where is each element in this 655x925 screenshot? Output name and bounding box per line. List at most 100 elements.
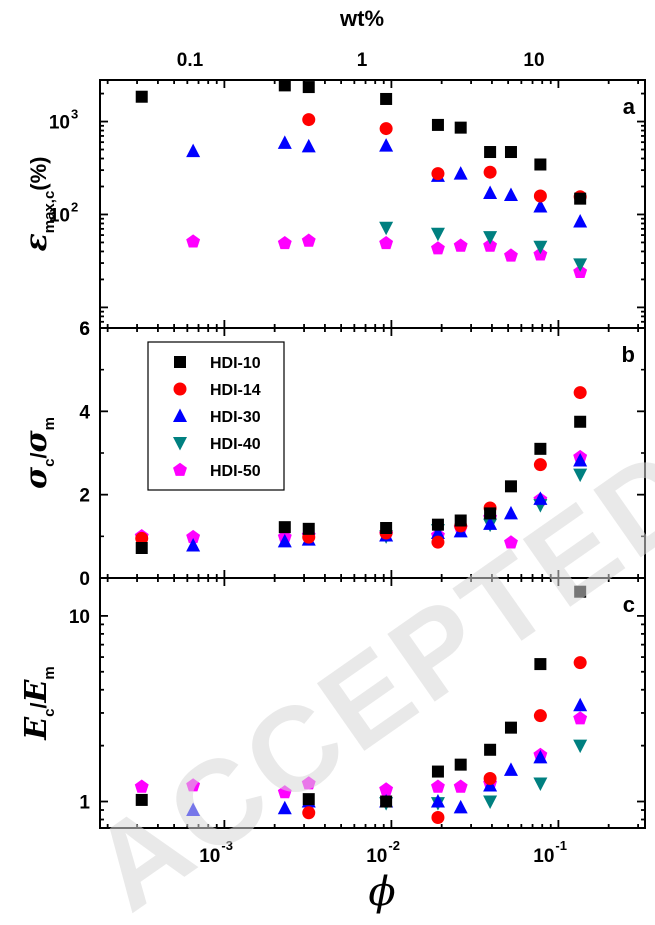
data-point <box>301 138 316 153</box>
legend-marker <box>173 462 187 476</box>
data-point <box>278 79 291 92</box>
legend-entry-hdi-40: HDI-40 <box>173 436 261 453</box>
data-point <box>380 795 393 808</box>
y-tick-label: 4 <box>79 402 90 423</box>
data-point <box>454 758 467 771</box>
y-label-subscript: c <box>41 709 58 717</box>
data-point <box>573 739 588 754</box>
series-hdi-14 <box>302 113 587 204</box>
data-point <box>277 135 292 149</box>
legend-entry-hdi-14: HDI-14 <box>173 382 261 399</box>
data-point <box>453 238 468 252</box>
y-tick-label: 10 <box>49 205 70 226</box>
data-point <box>302 793 315 806</box>
data-point <box>431 241 445 255</box>
data-point <box>302 522 315 535</box>
data-point <box>453 166 468 180</box>
data-point <box>573 453 588 467</box>
y-label-separator: / <box>26 702 51 708</box>
series-hdi-10 <box>135 415 587 554</box>
plot-frame <box>99 577 646 829</box>
x-axis-label: ϕ <box>368 869 395 915</box>
plot-frame <box>99 79 646 329</box>
data-point <box>484 507 497 520</box>
legend-entry-hdi-10: HDI-10 <box>174 355 261 372</box>
x-tick-label-exponent: -3 <box>221 838 233 853</box>
data-point <box>483 185 498 200</box>
y-label-separator: / <box>26 452 51 458</box>
data-point <box>380 522 393 534</box>
data-point <box>431 535 445 549</box>
data-point <box>483 516 498 530</box>
data-point <box>574 585 587 598</box>
x-tick-label: 10 <box>199 846 220 867</box>
y-tick-label: 1 <box>79 793 90 814</box>
data-point <box>533 709 547 723</box>
series-hdi-14 <box>302 656 587 825</box>
y-tick-label-exponent: 2 <box>71 199 78 214</box>
top-tick-label: 10 <box>523 50 544 71</box>
data-point <box>454 121 467 134</box>
data-point <box>379 138 394 152</box>
data-point <box>534 658 547 671</box>
data-point <box>533 749 548 764</box>
y-axis-label: εmax,c(%) <box>19 156 58 251</box>
panel-label: c <box>623 592 635 617</box>
legend-label: HDI-14 <box>210 382 261 399</box>
legend-label: HDI-30 <box>210 409 261 426</box>
data-point <box>503 762 518 776</box>
data-point <box>431 779 445 793</box>
data-point <box>574 192 587 205</box>
y-label-subscript: c <box>41 459 58 467</box>
series-hdi-30 <box>186 453 588 552</box>
top-axis-label: wt% <box>339 6 384 31</box>
y-label-symbol: ε <box>19 233 54 251</box>
data-point <box>573 214 588 228</box>
series-hdi-10 <box>135 79 587 205</box>
data-point <box>533 491 548 505</box>
legend-marker <box>174 356 186 368</box>
x-tick-label-exponent: -2 <box>388 838 400 853</box>
data-point <box>453 799 468 814</box>
data-point <box>277 235 292 250</box>
data-point <box>186 143 201 158</box>
data-point <box>379 235 394 250</box>
data-point <box>484 146 497 159</box>
top-tick-label: 1 <box>357 50 368 71</box>
data-point <box>302 81 315 94</box>
data-point <box>186 802 201 817</box>
panel-label: a <box>623 94 636 119</box>
x-tick-label: 10 <box>533 846 554 867</box>
data-point <box>503 187 518 201</box>
y-tick-label: 6 <box>79 319 90 340</box>
y-label-subscript: max,c <box>41 191 58 234</box>
y-tick-label: 2 <box>79 486 90 507</box>
y-label-subscript: m <box>41 666 58 679</box>
series-hdi-50 <box>186 233 588 278</box>
top-tick-label: 0.1 <box>177 50 204 71</box>
data-point <box>135 542 148 554</box>
data-point <box>534 158 547 171</box>
legend-entry-hdi-30: HDI-30 <box>173 408 261 426</box>
y-tick-label: 10 <box>69 607 90 628</box>
data-point <box>134 779 149 793</box>
data-point <box>483 795 498 810</box>
data-point <box>534 442 547 455</box>
data-point <box>533 189 547 203</box>
data-point <box>186 778 201 792</box>
data-point <box>379 782 394 796</box>
data-point <box>533 458 547 472</box>
data-point <box>504 535 518 549</box>
data-point <box>574 415 587 428</box>
data-point <box>430 794 445 808</box>
data-point <box>301 233 316 247</box>
data-point <box>430 525 445 539</box>
data-point <box>573 697 588 712</box>
legend-marker <box>173 382 187 396</box>
y-tick-label: 0 <box>79 569 90 590</box>
